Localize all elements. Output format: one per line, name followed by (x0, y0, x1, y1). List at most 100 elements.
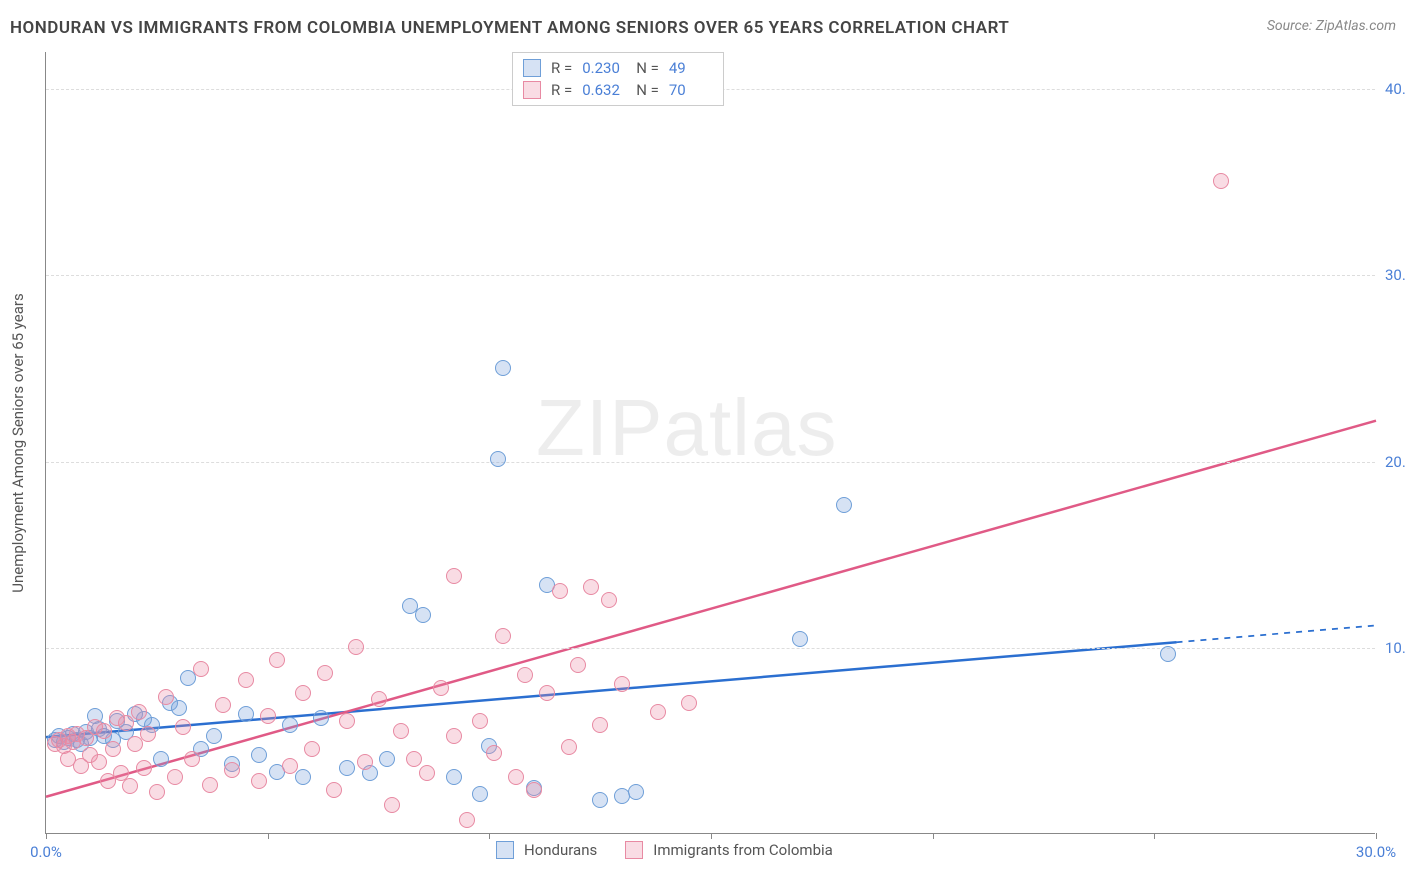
stat-r-label: R = (551, 59, 572, 77)
stat-n-value: 70 (669, 81, 713, 99)
x-tick-label: 0.0% (30, 843, 62, 861)
scatter-point (202, 777, 218, 793)
y-tick-label: 20.0% (1385, 453, 1406, 471)
trend-line (46, 421, 1376, 797)
y-tick-label: 10.0% (1385, 639, 1406, 657)
scatter-point (384, 797, 400, 813)
scatter-point (357, 754, 373, 770)
y-tick-label: 40.0% (1385, 80, 1406, 98)
x-tick (489, 833, 490, 839)
legend-swatch (496, 841, 514, 859)
x-tick-label: 30.0% (1356, 843, 1396, 861)
scatter-point (650, 704, 666, 720)
legend-swatch (523, 59, 541, 77)
scatter-point (446, 769, 462, 785)
scatter-point (508, 769, 524, 785)
watermark: ZIPatlas (536, 382, 837, 474)
scatter-point (526, 782, 542, 798)
stats-legend-row: R = 0.230 N = 49 (523, 57, 713, 79)
scatter-point (295, 685, 311, 701)
scatter-point (339, 713, 355, 729)
gridline (46, 275, 1375, 276)
stat-n-label: N = (636, 59, 659, 77)
scatter-point (592, 717, 608, 733)
scatter-point (326, 782, 342, 798)
scatter-point (792, 631, 808, 647)
stat-n-label: N = (636, 81, 659, 99)
scatter-point (175, 719, 191, 735)
scatter-point (561, 739, 577, 755)
chart-title: HONDURAN VS IMMIGRANTS FROM COLOMBIA UNE… (10, 18, 1009, 38)
scatter-point (472, 713, 488, 729)
scatter-point (269, 652, 285, 668)
scatter-point (251, 773, 267, 789)
scatter-point (570, 657, 586, 673)
scatter-point (836, 497, 852, 513)
scatter-point (446, 728, 462, 744)
scatter-point (433, 680, 449, 696)
x-tick (1154, 833, 1155, 839)
scatter-point (317, 665, 333, 681)
scatter-point (149, 784, 165, 800)
scatter-point (282, 758, 298, 774)
scatter-point (313, 710, 329, 726)
stat-n-value: 49 (669, 59, 713, 77)
scatter-point (167, 769, 183, 785)
gridline (46, 648, 1375, 649)
scatter-point (91, 754, 107, 770)
scatter-point (681, 695, 697, 711)
source-label: Source: ZipAtlas.com (1267, 18, 1396, 34)
scatter-point (348, 639, 364, 655)
scatter-point (495, 628, 511, 644)
scatter-point (592, 792, 608, 808)
scatter-point (495, 360, 511, 376)
gridline (46, 462, 1375, 463)
scatter-point (459, 812, 475, 828)
scatter-point (1213, 173, 1229, 189)
series-legend-item: Immigrants from Colombia (625, 839, 833, 861)
scatter-point (628, 784, 644, 800)
stat-r-value: 0.230 (582, 59, 626, 77)
legend-swatch (625, 841, 643, 859)
scatter-point (1160, 646, 1176, 662)
scatter-point (406, 751, 422, 767)
scatter-point (393, 723, 409, 739)
scatter-point (282, 717, 298, 733)
scatter-point (295, 769, 311, 785)
scatter-point (415, 607, 431, 623)
scatter-point (171, 700, 187, 716)
scatter-point (122, 778, 138, 794)
scatter-point (614, 676, 630, 692)
scatter-point (446, 568, 462, 584)
scatter-point (379, 751, 395, 767)
trend-line-extrapolated (1177, 625, 1377, 642)
scatter-point (539, 685, 555, 701)
x-tick (1376, 833, 1377, 839)
scatter-point (552, 583, 568, 599)
scatter-point (238, 672, 254, 688)
scatter-point (153, 751, 169, 767)
y-axis-label: Unemployment Among Seniors over 65 years (9, 293, 27, 592)
scatter-point (131, 704, 147, 720)
stat-r-label: R = (551, 81, 572, 99)
y-tick-label: 30.0% (1385, 266, 1406, 284)
scatter-point (371, 691, 387, 707)
scatter-point (238, 706, 254, 722)
trend-line (46, 642, 1177, 737)
series-legend-item: Hondurans (496, 839, 597, 861)
scatter-point (140, 726, 156, 742)
scatter-point (517, 667, 533, 683)
scatter-point (419, 765, 435, 781)
scatter-point (158, 689, 174, 705)
x-tick (46, 833, 47, 839)
scatter-point (583, 579, 599, 595)
scatter-point (490, 451, 506, 467)
series-legend: Hondurans Immigrants from Colombia (496, 839, 833, 861)
scatter-point (251, 747, 267, 763)
scatter-point (486, 745, 502, 761)
scatter-point (339, 760, 355, 776)
scatter-point (136, 760, 152, 776)
x-tick (268, 833, 269, 839)
scatter-point (260, 708, 276, 724)
scatter-point (118, 715, 134, 731)
